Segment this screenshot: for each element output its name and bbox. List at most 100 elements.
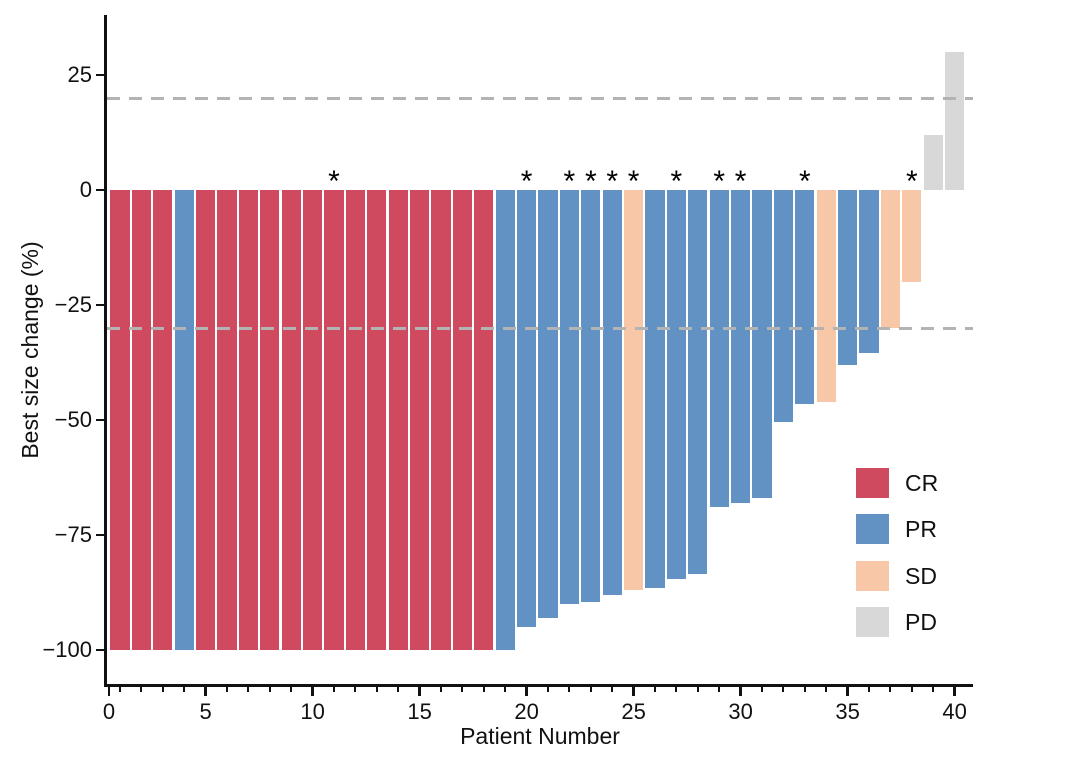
x-minor-tick-16 xyxy=(440,687,442,692)
bar-patient-22 xyxy=(559,190,579,604)
x-minor-tick-1 xyxy=(119,687,121,692)
bar-patient-19 xyxy=(495,190,515,650)
x-tick-label-5: 5 xyxy=(199,699,212,724)
y-axis-title: Best size change (%) xyxy=(17,241,43,459)
asterisk-patient-23: * xyxy=(584,165,597,198)
x-tick-label-35: 35 xyxy=(835,699,860,724)
x-minor-tick-19 xyxy=(504,687,507,692)
bar-patient-27 xyxy=(666,190,686,579)
y-tick-25 xyxy=(96,73,104,77)
x-tick-5 xyxy=(204,687,207,696)
x-minor-tick-2 xyxy=(140,687,143,692)
x-minor-tick-38 xyxy=(910,687,913,692)
x-minor-tick-12 xyxy=(354,687,357,692)
legend-label-PD: PD xyxy=(905,609,937,636)
asterisk-patient-22: * xyxy=(563,165,576,198)
x-minor-tick-29 xyxy=(718,687,721,692)
bar-patient-10 xyxy=(303,190,323,650)
y-tick--50 xyxy=(96,418,104,422)
asterisk-patient-11: * xyxy=(328,165,340,198)
asterisk-patient-24: * xyxy=(606,165,619,198)
y-tick-label-0: 0 xyxy=(79,177,92,202)
legend-swatch-PD xyxy=(856,607,889,638)
bar-patient-13 xyxy=(367,190,387,650)
bar-patient-6 xyxy=(217,190,237,650)
bar-patient-18 xyxy=(474,190,494,650)
bar-patient-4 xyxy=(174,190,194,650)
bar-patient-9 xyxy=(281,190,301,650)
x-tick-30 xyxy=(739,687,742,696)
x-minor-tick-34 xyxy=(825,687,828,692)
bar-patient-14 xyxy=(388,190,408,650)
x-minor-tick-11 xyxy=(333,687,335,692)
legend-label-CR: CR xyxy=(905,470,939,496)
bar-patient-26 xyxy=(645,190,665,588)
x-tick-20 xyxy=(525,687,528,696)
legend-item-SD: SD xyxy=(856,560,976,591)
y-tick-label--50: −50 xyxy=(54,407,92,432)
asterisk-patient-38: * xyxy=(905,165,918,198)
reference-line-plus20 xyxy=(107,96,973,100)
bar-patient-34 xyxy=(816,190,836,402)
legend-item-PD: PD xyxy=(856,607,976,638)
bar-patient-15 xyxy=(410,190,430,650)
legend-label-SD: SD xyxy=(905,562,937,589)
x-tick-0 xyxy=(107,687,111,696)
y-tick-label--75: −75 xyxy=(54,522,92,547)
bar-patient-25 xyxy=(624,190,644,591)
bar-patient-40 xyxy=(945,52,965,190)
bar-patient-1 xyxy=(110,190,130,650)
bar-patient-35 xyxy=(838,190,858,365)
bar-patient-33 xyxy=(795,190,815,404)
legend-item-PR: PR xyxy=(856,514,976,545)
bar-patient-8 xyxy=(260,190,280,650)
x-tick-label-40: 40 xyxy=(942,699,967,724)
bar-patient-5 xyxy=(196,190,216,650)
x-tick-10 xyxy=(311,687,314,696)
x-tick-label-0: 0 xyxy=(102,699,116,724)
bar-patient-29 xyxy=(709,190,729,508)
x-minor-tick-21 xyxy=(547,687,549,692)
x-minor-tick-36 xyxy=(868,687,870,692)
x-tick-label-10: 10 xyxy=(300,699,325,724)
x-tick-40 xyxy=(953,687,956,696)
x-tick-15 xyxy=(418,687,421,696)
x-minor-tick-23 xyxy=(589,687,592,692)
x-tick-label-30: 30 xyxy=(728,699,753,724)
bar-patient-30 xyxy=(731,190,751,503)
y-tick--25 xyxy=(96,303,104,307)
x-tick-label-20: 20 xyxy=(514,699,539,724)
x-minor-tick-22 xyxy=(568,687,571,692)
asterisk-patient-25: * xyxy=(627,165,640,198)
x-minor-tick-26 xyxy=(654,687,656,692)
y-tick-label-25: 25 xyxy=(67,62,92,87)
x-minor-tick-24 xyxy=(611,687,614,692)
legend-swatch-PR xyxy=(856,514,889,545)
x-minor-tick-7 xyxy=(247,687,250,692)
x-minor-tick-39 xyxy=(932,687,935,692)
x-minor-tick-9 xyxy=(290,687,293,692)
y-tick-label--25: −25 xyxy=(54,292,92,317)
bar-patient-38 xyxy=(902,190,922,282)
bar-patient-39 xyxy=(923,134,943,190)
bar-patient-31 xyxy=(752,190,772,499)
bar-patient-16 xyxy=(431,190,451,650)
x-minor-tick-27 xyxy=(675,687,678,692)
x-tick-label-15: 15 xyxy=(407,699,432,724)
legend-item-CR: CR xyxy=(856,468,976,498)
x-tick-25 xyxy=(632,687,635,696)
y-tick-label--100: −100 xyxy=(42,637,92,662)
asterisk-patient-20: * xyxy=(520,165,533,198)
x-tick-35 xyxy=(846,687,849,696)
legend-label-PR: PR xyxy=(905,516,937,543)
bar-patient-32 xyxy=(773,190,793,423)
bar-patient-23 xyxy=(581,190,601,602)
asterisk-patient-27: * xyxy=(670,165,683,198)
x-minor-tick-17 xyxy=(461,687,464,692)
bar-patient-3 xyxy=(153,190,173,650)
x-minor-tick-8 xyxy=(268,687,271,692)
y-tick--75 xyxy=(96,533,104,537)
x-minor-tick-4 xyxy=(183,687,186,692)
asterisk-patient-30: * xyxy=(734,165,747,198)
bar-patient-37 xyxy=(880,190,900,328)
